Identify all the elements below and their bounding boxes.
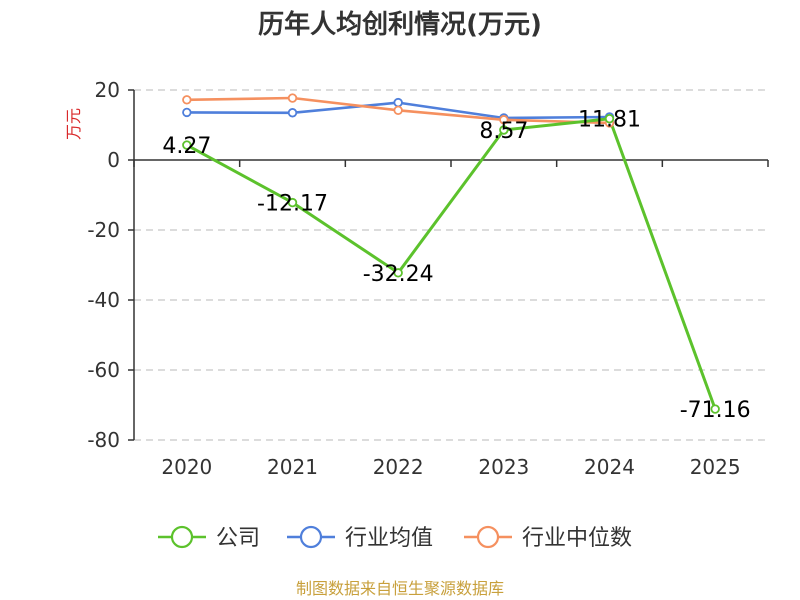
data-point — [393, 97, 403, 108]
legend-item-3[interactable]: 行业中位数 — [464, 525, 632, 551]
data-point — [182, 107, 192, 118]
y-tick-labels: 20 0 -20 -40 -60 -80 — [87, 78, 120, 452]
y-tick-label: 20 — [95, 78, 120, 102]
data-point — [393, 268, 403, 278]
data-point — [499, 115, 509, 125]
data-point — [499, 125, 509, 135]
data-label: 8.57 — [479, 119, 528, 144]
chart-title: 历年人均创利情况(万元) — [258, 9, 542, 40]
x-tick-labels: 2020 2021 2022 2023 2024 2025 — [161, 455, 740, 479]
x-tick-label: 2025 — [690, 455, 741, 479]
data-label: -12.17 — [257, 192, 328, 217]
data-label: -32.24 — [363, 262, 434, 287]
x-tick-label: 2022 — [373, 455, 424, 479]
x-tick-label: 2020 — [161, 455, 212, 479]
legend-marker — [476, 525, 500, 549]
data-point — [393, 105, 403, 115]
legend-label: 行业均值 — [345, 526, 433, 551]
y-tick-label: 0 — [107, 148, 120, 172]
data-point — [287, 93, 298, 103]
data-point — [287, 108, 298, 118]
y-tick-label: -40 — [87, 288, 120, 312]
y-tick-label: -80 — [87, 428, 120, 452]
data-label: -71.16 — [680, 398, 751, 423]
source-note: 制图数据来自恒生聚源数据库 — [296, 579, 504, 598]
data-point — [604, 113, 615, 124]
gridlines — [134, 89, 768, 441]
data-label: 11.81 — [578, 108, 641, 133]
y-axis-label: 万元 — [64, 108, 83, 140]
legend-marker — [170, 525, 194, 549]
legend[interactable]: 公司 行业均值 行业中位数 — [158, 525, 632, 551]
data-point — [182, 140, 192, 150]
data-point — [182, 95, 192, 105]
data-point — [287, 197, 298, 208]
legend-item-2[interactable]: 行业均值 — [287, 525, 433, 551]
y-tick-label: -20 — [87, 218, 120, 242]
legend-label: 公司 — [216, 526, 260, 551]
y-tick-label: -60 — [87, 358, 120, 382]
series-lines — [186, 96, 717, 410]
legend-label: 行业中位数 — [522, 526, 632, 551]
legend-item-1[interactable]: 公司 — [158, 525, 260, 551]
legend-marker — [299, 525, 323, 549]
data-point — [710, 404, 720, 414]
data-label: 4.27 — [162, 134, 211, 159]
x-tick-label: 2024 — [584, 455, 635, 479]
x-tick-label: 2021 — [267, 455, 318, 479]
series-line-1 — [186, 117, 717, 410]
data-labels: 4.27 -12.17 -32.24 8.57 11.81 -71.16 — [162, 108, 750, 423]
x-tick-label: 2023 — [478, 455, 529, 479]
axes — [128, 89, 769, 441]
series-points — [182, 93, 720, 414]
